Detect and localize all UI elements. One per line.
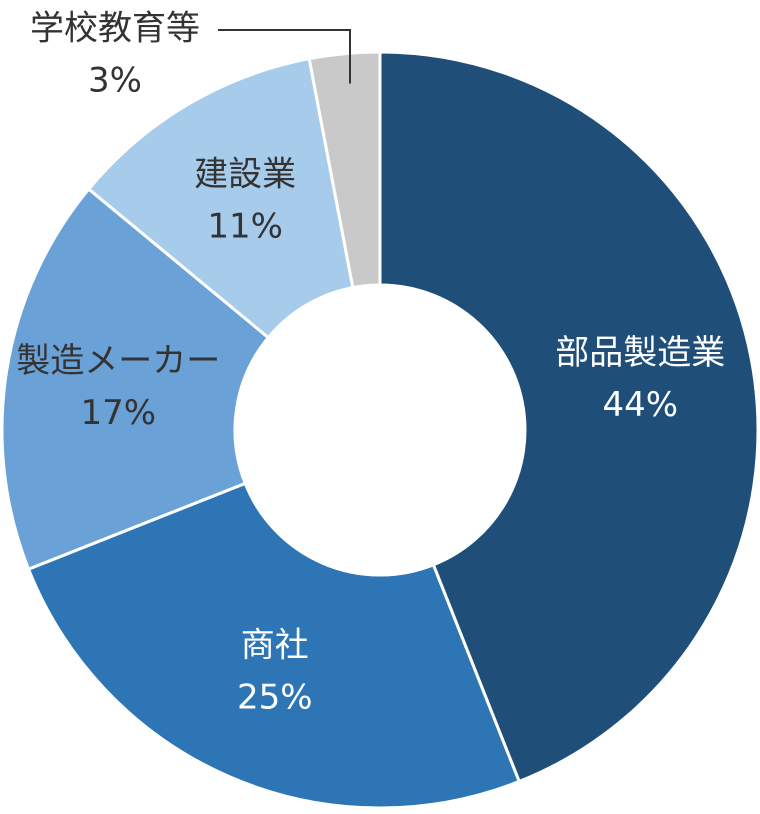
donut-slice — [378, 50, 760, 784]
value-label: 3% — [88, 61, 142, 101]
donut-slice — [307, 50, 382, 290]
value-label: 44% — [603, 385, 679, 425]
value-label: 11% — [207, 206, 283, 246]
leader-line — [218, 29, 351, 84]
value-label: 17% — [80, 393, 156, 433]
slice-label: 部品製造業 — [555, 333, 725, 373]
slice-label: 商社 — [241, 626, 309, 666]
donut-slice — [86, 56, 355, 340]
donut-slice — [26, 481, 522, 810]
value-label: 25% — [237, 678, 313, 718]
slice-label: 建設業 — [194, 154, 296, 194]
slice-label: 製造メーカー — [16, 341, 220, 381]
slice-label: 学校教育等 — [30, 9, 200, 49]
